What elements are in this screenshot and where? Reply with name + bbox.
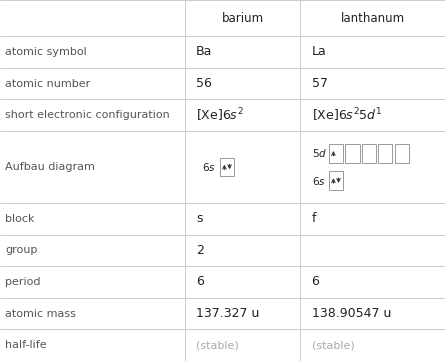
Text: short electronic configuration: short electronic configuration [5,110,170,120]
Text: s: s [196,212,202,225]
Text: 2: 2 [196,244,204,257]
Text: $6s$: $6s$ [312,175,325,187]
Text: La: La [312,45,326,58]
Bar [220,157,234,176]
Bar [329,144,343,163]
Text: half-life: half-life [5,340,47,350]
Bar [345,144,360,163]
Text: $\mathrm{[Xe]6}s^2$: $\mathrm{[Xe]6}s^2$ [196,106,243,124]
Text: 57: 57 [312,77,328,90]
Bar [378,144,392,163]
Text: 138.90547 u: 138.90547 u [312,307,391,320]
Text: 137.327 u: 137.327 u [196,307,259,320]
Bar [362,144,376,163]
Text: atomic number: atomic number [5,79,91,88]
Text: Aufbau diagram: Aufbau diagram [5,162,95,172]
Text: (stable): (stable) [196,340,239,350]
Text: $5d$: $5d$ [312,147,327,159]
Text: $6s$: $6s$ [202,161,216,173]
Text: 6: 6 [196,275,204,288]
Text: period: period [5,277,41,287]
Text: atomic symbol: atomic symbol [5,47,87,57]
Text: 6: 6 [312,275,320,288]
Text: $\mathrm{[Xe]6}s^{\mathrm{2}}\mathrm{5}d^{\mathrm{1}}$: $\mathrm{[Xe]6}s^{\mathrm{2}}\mathrm{5}d… [312,106,382,124]
Text: 56: 56 [196,77,212,90]
Text: Ba: Ba [196,45,212,58]
Text: block: block [5,214,35,224]
Text: f: f [312,212,316,225]
Bar [329,171,343,190]
Text: lanthanum: lanthanum [340,12,405,25]
Text: group: group [5,245,38,255]
Text: (stable): (stable) [312,340,354,350]
Bar [395,144,409,163]
Text: barium: barium [222,12,263,25]
Text: atomic mass: atomic mass [5,309,76,318]
